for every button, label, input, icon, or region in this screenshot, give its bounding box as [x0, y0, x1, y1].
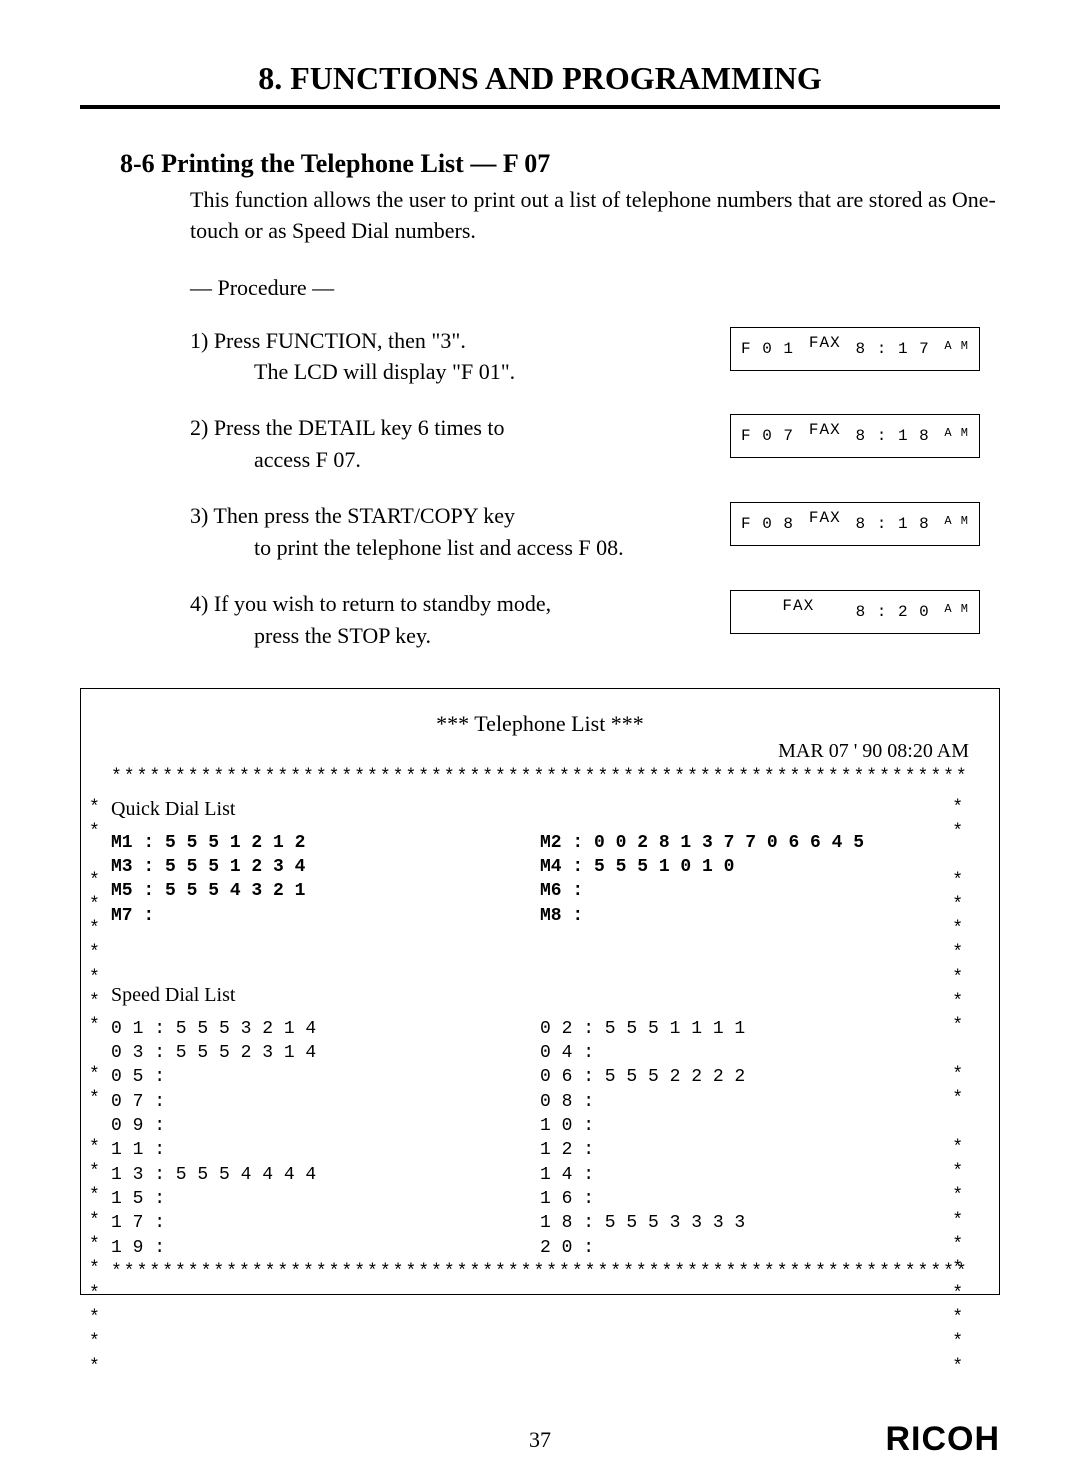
lcd-3-right: 8 : 1 8 A M: [856, 515, 969, 533]
quick-m4: M4 : 5 5 5 1 0 1 0: [540, 855, 969, 879]
step-1-text: 1) Press FUNCTION, then "3". The LCD wil…: [190, 325, 710, 389]
section-heading: 8-6 Printing the Telephone List — F 07: [120, 149, 1000, 179]
lcd-display-3: F 0 8 FAX 8 : 1 8 A M: [730, 502, 980, 546]
lcd-2-time: 8 : 1 8: [856, 427, 930, 445]
lcd-2-left: F 0 7: [741, 427, 794, 445]
lcd-4-am: A M: [944, 602, 969, 616]
speed-01: 0 1 : 5 5 5 3 2 1 4: [111, 1017, 540, 1041]
lcd-1-right: 8 : 1 7 A M: [856, 340, 969, 358]
step-1-line2: The LCD will display "F 01".: [222, 359, 515, 384]
steps-area: 1) Press FUNCTION, then "3". The LCD wil…: [190, 325, 1000, 652]
right-star-column: *********************: [952, 796, 963, 1379]
lcd-3-am: A M: [944, 514, 969, 528]
lcd-3-time: 8 : 1 8: [856, 515, 930, 533]
page-number: 37: [529, 1427, 551, 1453]
step-3: 3) Then press the START/COPY key to prin…: [190, 500, 1000, 564]
section-description: This function allows the user to print o…: [190, 185, 1000, 247]
lcd-4-time: 8 : 2 0: [856, 603, 930, 621]
lcd-1-mid: FAX: [809, 334, 841, 352]
speed-dial-right: 0 2 : 5 5 5 1 1 1 1 0 4 : 0 6 : 5 5 5 2 …: [540, 1017, 969, 1260]
telephone-list-printout: *** Telephone List *** MAR 07 ' 90 08:20…: [80, 688, 1000, 1295]
lcd-display-4: FAX 8 : 2 0 A M: [730, 590, 980, 634]
speed-07: 0 7 :: [111, 1090, 540, 1114]
quick-m3: M3 : 5 5 5 1 2 3 4: [111, 855, 540, 879]
chapter-title: 8. FUNCTIONS AND PROGRAMMING: [80, 60, 1000, 109]
speed-13: 1 3 : 5 5 5 4 4 4 4: [111, 1163, 540, 1187]
lcd-2-mid: FAX: [809, 421, 841, 439]
lcd-1-am: A M: [944, 339, 969, 353]
procedure-label: — Procedure —: [190, 275, 1000, 301]
lcd-4-mid: FAX: [782, 597, 814, 615]
quick-m2: M2 : 0 0 2 8 1 3 7 7 0 6 6 4 5: [540, 831, 969, 855]
speed-05: 0 5 :: [111, 1065, 540, 1089]
speed-14: 1 4 :: [540, 1163, 969, 1187]
speed-06: 0 6 : 5 5 5 2 2 2 2: [540, 1065, 969, 1089]
step-3-line1: 3) Then press the START/COPY key: [190, 503, 515, 528]
speed-12: 1 2 :: [540, 1138, 969, 1162]
step-4: 4) If you wish to return to standby mode…: [190, 588, 1000, 652]
step-2-line2: access F 07.: [222, 447, 361, 472]
step-2-line1: 2) Press the DETAIL key 6 times to: [190, 415, 505, 440]
step-3-text: 3) Then press the START/COPY key to prin…: [190, 500, 710, 564]
speed-19: 1 9 :: [111, 1236, 540, 1260]
left-star-column: *********************: [89, 796, 100, 1379]
speed-17: 1 7 :: [111, 1211, 540, 1235]
quick-dial-left: M1 : 5 5 5 1 2 1 2 M3 : 5 5 5 1 2 3 4 M5…: [111, 831, 540, 928]
quick-dial-columns: M1 : 5 5 5 1 2 1 2 M3 : 5 5 5 1 2 3 4 M5…: [111, 831, 969, 928]
quick-m6: M6 :: [540, 879, 969, 903]
speed-dial-label: Speed Dial List: [111, 982, 969, 1009]
speed-11: 1 1 :: [111, 1138, 540, 1162]
lcd-1-time: 8 : 1 7: [856, 340, 930, 358]
printout-title: *** Telephone List ***: [111, 709, 969, 739]
speed-04: 0 4 :: [540, 1041, 969, 1065]
step-4-text: 4) If you wish to return to standby mode…: [190, 588, 710, 652]
quick-m1: M1 : 5 5 5 1 2 1 2: [111, 831, 540, 855]
speed-dial-left: 0 1 : 5 5 5 3 2 1 4 0 3 : 5 5 5 2 3 1 4 …: [111, 1017, 540, 1260]
lcd-2-right: 8 : 1 8 A M: [856, 427, 969, 445]
speed-08: 0 8 :: [540, 1090, 969, 1114]
step-4-line2: press the STOP key.: [222, 623, 431, 648]
lcd-1-left: F 0 1: [741, 340, 794, 358]
speed-10: 1 0 :: [540, 1114, 969, 1138]
lcd-display-2: F 0 7 FAX 8 : 1 8 A M: [730, 414, 980, 458]
lcd-3-mid: FAX: [809, 509, 841, 527]
star-border-top: ****************************************…: [111, 765, 969, 789]
step-1: 1) Press FUNCTION, then "3". The LCD wil…: [190, 325, 1000, 389]
speed-16: 1 6 :: [540, 1187, 969, 1211]
speed-20: 2 0 :: [540, 1236, 969, 1260]
star-border-bottom: ****************************************…: [111, 1260, 969, 1284]
speed-09: 0 9 :: [111, 1114, 540, 1138]
step-2: 2) Press the DETAIL key 6 times to acces…: [190, 412, 1000, 476]
printout-date: MAR 07 ' 90 08:20 AM: [111, 738, 969, 765]
speed-02: 0 2 : 5 5 5 1 1 1 1: [540, 1017, 969, 1041]
quick-dial-right: M2 : 0 0 2 8 1 3 7 7 0 6 6 4 5 M4 : 5 5 …: [540, 831, 969, 928]
quick-m8: M8 :: [540, 904, 969, 928]
quick-m5: M5 : 5 5 5 4 3 2 1: [111, 879, 540, 903]
lcd-2-am: A M: [944, 426, 969, 440]
speed-15: 1 5 :: [111, 1187, 540, 1211]
quick-dial-label: Quick Dial List: [111, 796, 969, 823]
speed-18: 1 8 : 5 5 5 3 3 3 3: [540, 1211, 969, 1235]
ricoh-logo: RICOH: [885, 1420, 1000, 1459]
step-3-line2: to print the telephone list and access F…: [222, 535, 624, 560]
step-2-text: 2) Press the DETAIL key 6 times to acces…: [190, 412, 710, 476]
speed-dial-columns: 0 1 : 5 5 5 3 2 1 4 0 3 : 5 5 5 2 3 1 4 …: [111, 1017, 969, 1260]
step-4-line1: 4) If you wish to return to standby mode…: [190, 591, 551, 616]
lcd-4-right: 8 : 2 0 A M: [856, 603, 969, 621]
quick-m7: M7 :: [111, 904, 540, 928]
step-1-line1: 1) Press FUNCTION, then "3".: [190, 328, 466, 353]
lcd-display-1: F 0 1 FAX 8 : 1 7 A M: [730, 327, 980, 371]
speed-03: 0 3 : 5 5 5 2 3 1 4: [111, 1041, 540, 1065]
lcd-3-left: F 0 8: [741, 515, 794, 533]
